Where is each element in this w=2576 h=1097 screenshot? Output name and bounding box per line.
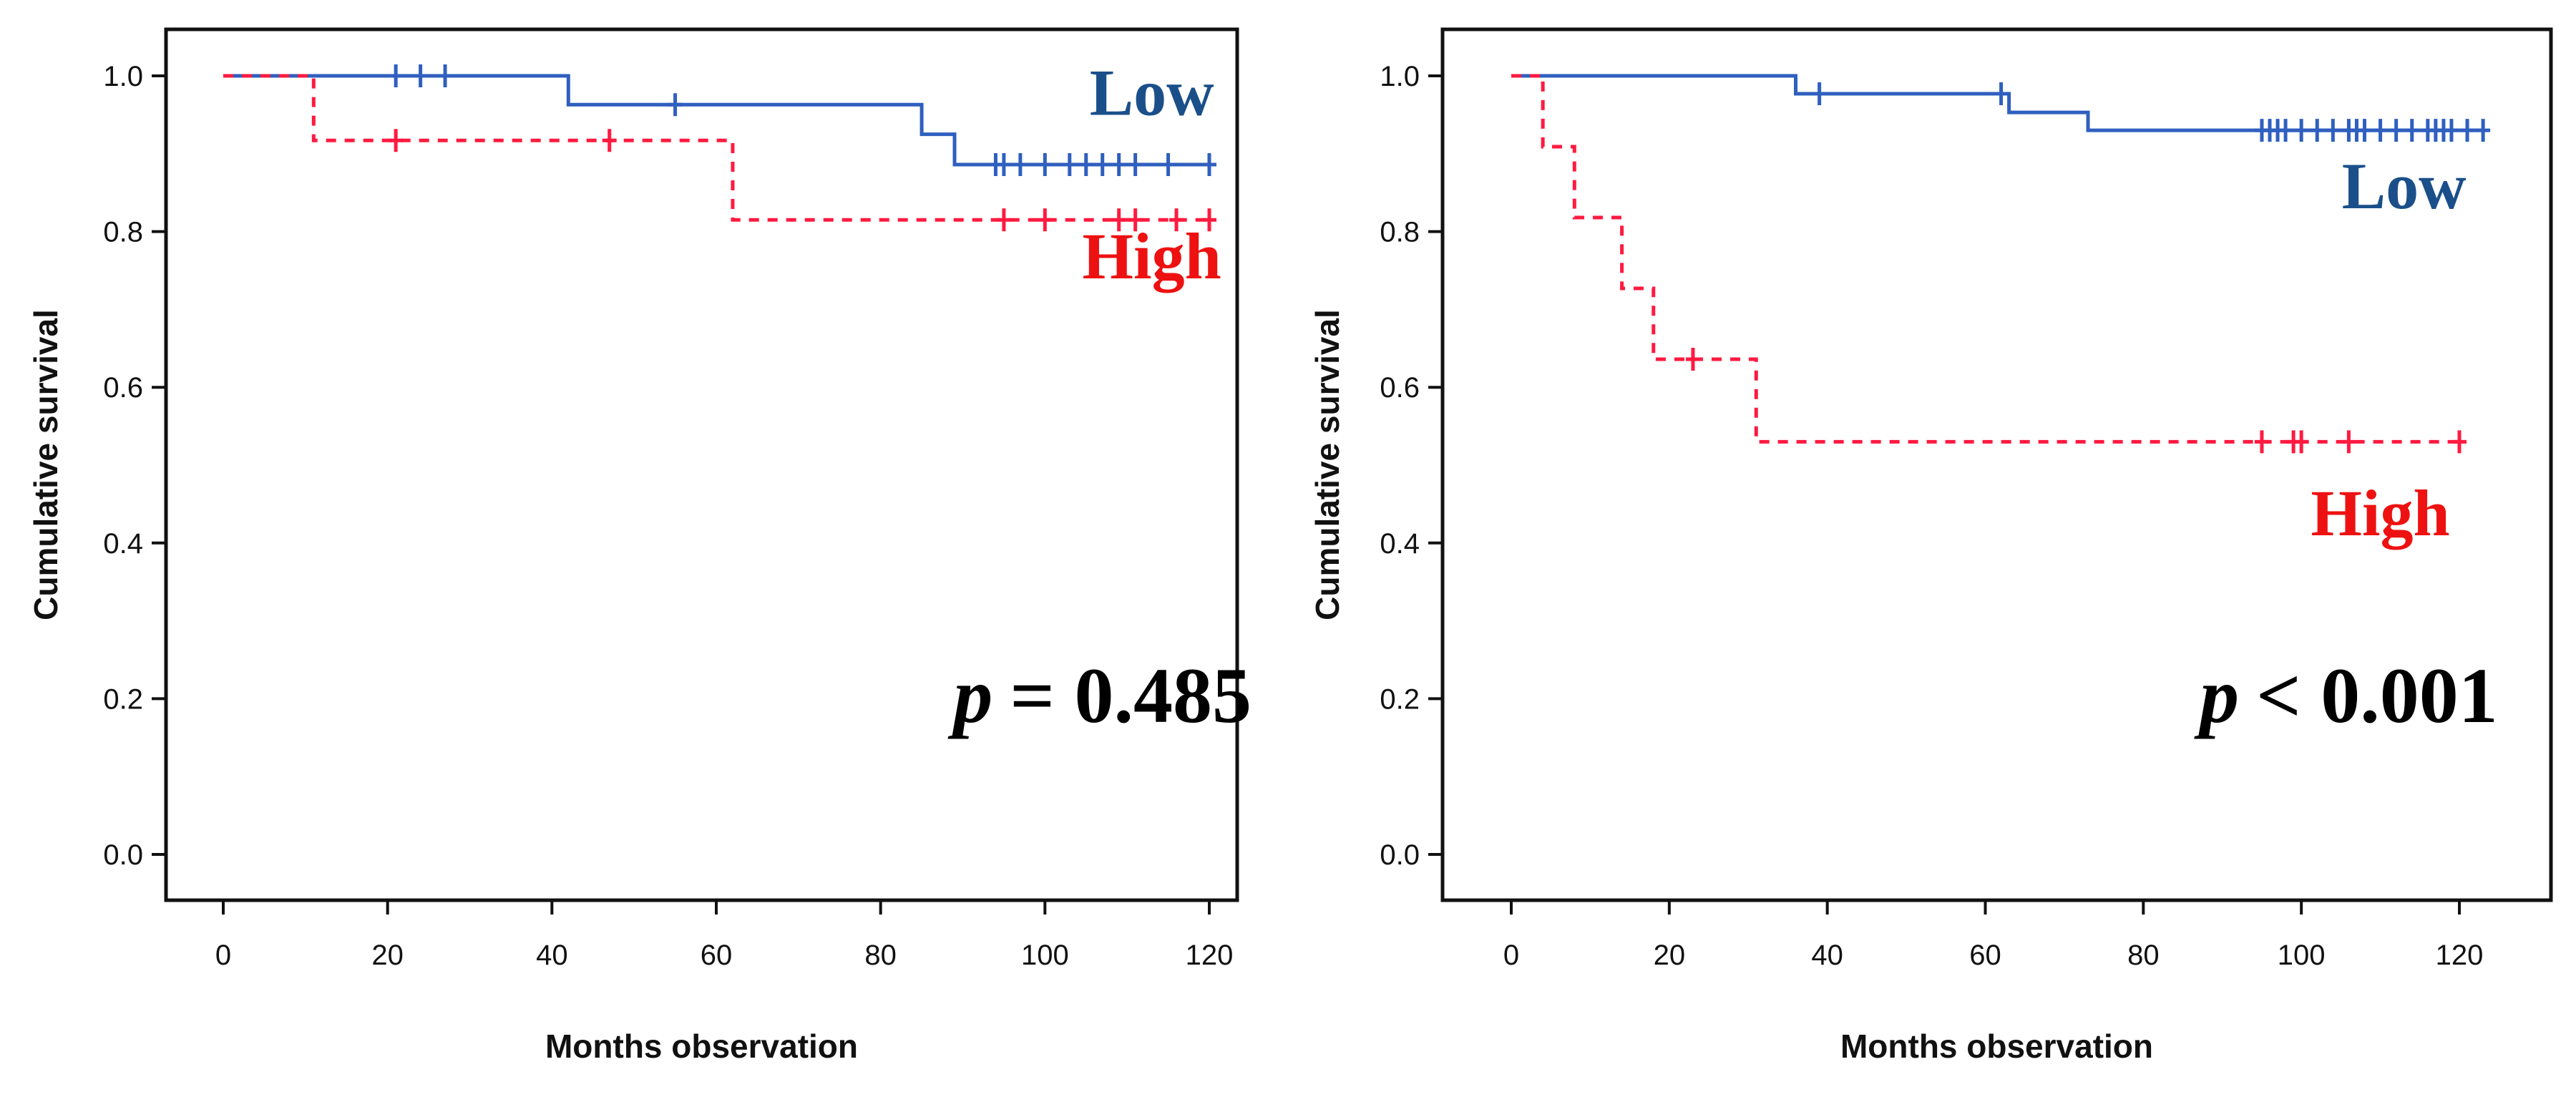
x-tick-label: 40 — [1811, 940, 1843, 971]
censor-mark-low — [1062, 153, 1077, 177]
censor-mark-low — [996, 153, 1011, 177]
x-tick-label: 80 — [864, 940, 897, 971]
censor-mark-low — [389, 64, 404, 87]
km-panel-2: 0.0 0.2 0.4 0.6 0.8 1.0 0 20 40 60 80 100 120 Months … — [1309, 27, 2553, 1065]
y-tick-label: 0.4 — [1380, 528, 1420, 560]
x-axis-label: Months observation — [1840, 1028, 2153, 1065]
x-tick-label: 120 — [2436, 940, 2484, 971]
y-tick-label: 0.8 — [1380, 217, 1420, 248]
x-tick-label: 60 — [701, 940, 733, 971]
censor-mark-low — [2389, 119, 2404, 142]
x-tick-label: 60 — [1969, 940, 2001, 971]
survival-curve-high — [1511, 74, 2459, 444]
group-label-low: Low — [2342, 150, 2467, 223]
censor-mark-low — [1013, 153, 1028, 177]
y-tick-label: 0.0 — [103, 839, 143, 871]
censor-mark-low — [1111, 153, 1126, 177]
censor-mark-low — [2294, 119, 2309, 142]
x-tick-label: 100 — [1021, 940, 1069, 971]
x-tick-label: 20 — [371, 940, 404, 971]
survival-curve-low — [223, 74, 1209, 167]
censor-mark-high — [1202, 208, 1216, 232]
censor-mark-low — [1095, 153, 1110, 177]
x-tick-label: 120 — [1186, 940, 1234, 971]
survival-curve-low — [1511, 74, 2484, 132]
p-value-text: < 0.001 — [2256, 652, 2498, 739]
censor-mark-low — [2278, 119, 2293, 142]
censor-mark-high — [2294, 430, 2309, 454]
censor-mark-low — [668, 93, 683, 117]
censor-mark-high — [602, 129, 617, 152]
censor-mark-low — [1038, 153, 1053, 177]
censor-mark-low — [2373, 119, 2388, 142]
censor-mark-high — [2254, 430, 2269, 454]
censor-mark-low — [2310, 119, 2325, 142]
x-axis-label: Months observation — [545, 1028, 858, 1065]
x-tick-label: 20 — [1654, 940, 1686, 971]
p-symbol: p — [2194, 652, 2239, 739]
x-tick-label: 100 — [2278, 940, 2326, 971]
censor-mark-high — [2341, 430, 2356, 454]
y-tick-label: 0.8 — [103, 217, 143, 248]
p-value-annotation: p < 0.001 — [2194, 652, 2498, 739]
group-label-high: High — [1082, 220, 1221, 293]
censor-mark-low — [1994, 82, 2009, 106]
p-value-annotation: p = 0.485 — [947, 652, 1252, 739]
censor-mark-high — [1038, 208, 1053, 232]
censor-mark-low — [1812, 82, 1827, 106]
censor-mark-low — [2476, 119, 2491, 142]
km-panel-1: 0.0 0.2 0.4 0.6 0.8 1.0 0 20 40 60 80 100 120 Months … — [27, 27, 1252, 1065]
y-axis-label: Cumulative survival — [27, 309, 64, 620]
censor-mark-high — [1111, 208, 1126, 232]
censor-mark-low — [2404, 119, 2419, 142]
x-tick-label: 80 — [2127, 940, 2160, 971]
x-tick-label: 0 — [215, 940, 231, 971]
censor-mark-high — [1128, 208, 1143, 232]
y-tick-label: 0.2 — [1380, 683, 1420, 715]
censor-mark-low — [1161, 153, 1176, 177]
y-tick-label: 1.0 — [103, 61, 143, 92]
censor-mark-low — [2460, 119, 2475, 142]
censor-mark-high — [1685, 348, 1700, 371]
x-tick-label: 0 — [1503, 940, 1519, 971]
y-tick-label: 0.6 — [1380, 372, 1420, 404]
censor-mark-low — [438, 64, 453, 87]
censor-mark-high — [996, 208, 1011, 232]
plot-frame — [1440, 27, 2553, 902]
censor-mark-high — [2452, 430, 2467, 454]
y-tick-label: 0.2 — [103, 683, 143, 715]
censor-mark-low — [1202, 153, 1216, 177]
group-label-low: Low — [1090, 56, 1214, 129]
censor-mark-low — [2357, 119, 2372, 142]
y-tick-label: 0.0 — [1380, 839, 1420, 871]
survival-curve-high — [223, 74, 1209, 222]
y-tick-label: 0.6 — [103, 372, 143, 404]
x-tick-label: 40 — [536, 940, 568, 971]
plot-frame — [164, 27, 1239, 902]
p-value-text: = 0.485 — [1010, 652, 1252, 739]
censor-mark-high — [389, 129, 404, 152]
censor-mark-low — [2326, 119, 2341, 142]
censor-mark-high — [1169, 208, 1184, 232]
p-symbol: p — [947, 652, 992, 739]
group-label-high: High — [2311, 477, 2449, 550]
y-tick-label: 0.4 — [103, 528, 143, 560]
censor-mark-low — [1128, 153, 1143, 177]
censor-mark-low — [1078, 153, 1093, 177]
y-axis-label: Cumulative survival — [1309, 309, 1346, 620]
censor-mark-low — [413, 64, 428, 87]
y-tick-label: 1.0 — [1380, 61, 1420, 92]
censor-mark-low — [2444, 119, 2459, 142]
